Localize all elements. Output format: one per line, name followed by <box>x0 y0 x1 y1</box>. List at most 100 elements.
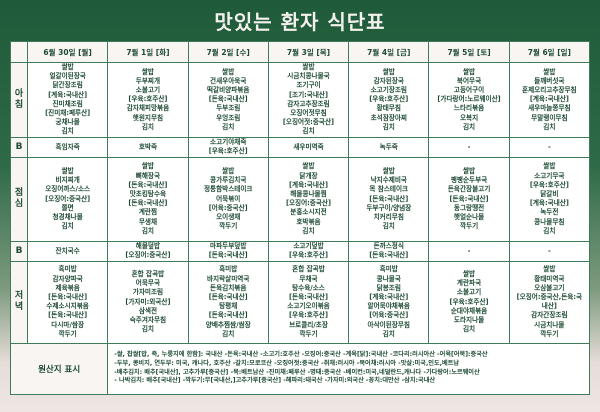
menu-item: 목 참스테이크 <box>369 185 409 194</box>
menu-cell: 쌀밥 낙지수제비국 목 참스테이크 [돈육:국내산] 두부구이/양념장 치커리무침 김치 <box>348 156 430 242</box>
menu-item: 김치 <box>382 122 395 131</box>
menu-item: 쌀밥 <box>462 67 476 76</box>
menu-item: 청경채나물 <box>52 212 83 221</box>
meal-label-char: 점 <box>14 188 24 199</box>
menu-item: [우육:호주산] <box>449 297 489 306</box>
menu-item: [오징어:중국산] <box>45 194 91 203</box>
menu-item: 떡갈비양파볶음 <box>206 86 250 94</box>
menu-item: 김치 <box>141 325 154 334</box>
meal-label-char: B <box>15 245 23 256</box>
menu-item: 김치 <box>302 226 315 235</box>
menu-cell: 소고기야채죽 [우육:호주산] <box>187 136 269 158</box>
menu-item: 햇원지무침 <box>132 113 164 122</box>
menu-item: 콩가루김치국 <box>210 176 247 185</box>
menu-item: 김치 <box>462 122 476 131</box>
menu-item: 시금치나물 <box>534 320 565 329</box>
menu-item: 흑미밥 <box>219 265 238 274</box>
menu-cell: 쌀밥 계란파국 소불고기 [우육:호주산] 순대야채볶음 도라지나물 김치 <box>428 260 510 344</box>
menu-item: 쌀밥 <box>141 162 154 171</box>
menu-item: 깍두기 <box>219 222 238 231</box>
menu-item: 진미채조림 <box>52 99 83 108</box>
menu-cell: 흑미밥 감자양파국 제육볶음 [돈육:국내산] 수제소시지볶음 [돈육:국내산] 다시마/쌈… <box>26 260 109 344</box>
menu-item: 어묵무국 <box>135 279 161 288</box>
menu-item: 무생채 <box>138 217 158 226</box>
menu-item: 호박죽 <box>138 142 158 151</box>
dinner-row: 저 녁 흑미밥 감자양파국 제육볶음 [돈육:국내산] 수제소시지볶음 [돈육:국내산] 다시마… <box>10 260 591 344</box>
menu-cell: 쌀밥 닭개장 [계육:국내산] 해물콩나물찜 [오징어:중국산] 분홍소시지전 호박볶음 김치 <box>267 156 350 242</box>
menu-item: [계육:국내산] <box>529 199 569 208</box>
menu-item: 궁채나물 <box>55 118 80 127</box>
menu-item: 감자채피망볶음 <box>126 104 170 113</box>
menu-item: 햇얼순나물 <box>453 212 485 221</box>
menu-item: 낙지수제비국 <box>370 176 407 185</box>
menu-item: 소고기장조림 <box>370 86 407 94</box>
menu-cell: 돈까스정식 [돈육:국내산] <box>348 240 430 262</box>
menu-cell: - <box>508 136 591 158</box>
menu-item: 쌀밥 <box>543 67 556 76</box>
menu-item: 오징어젓무침 <box>290 109 327 118</box>
menu-item: 황태미역국 <box>534 274 565 283</box>
menu-item: 소고기덮밥 <box>293 241 324 250</box>
day-header: 7월 6일 [일] <box>508 41 591 63</box>
origin-text: -쌀, 찹쌀[밥, 죽, 누룽지에 한함]: 국내산 -돈육:국내산 -소고기:… <box>107 342 590 395</box>
menu-item: 느타리볶음 <box>453 104 485 113</box>
menu-item: 녹두죽 <box>379 142 398 151</box>
menu-item: 맛초킹탕수육 <box>129 189 167 198</box>
menu-cell: 호박죽 <box>107 136 189 158</box>
menu-item: 쌀밥 <box>222 67 235 76</box>
menu-item: - <box>467 142 471 151</box>
menu-item: 알어묵야채볶음 <box>367 302 410 311</box>
day-header: 6월 30일 [월] <box>26 41 109 63</box>
menu-cell: 쌀밥 얼갈이된장국 닭간장조림 [계육:국내산] 진미채조림 [진미채:페루산] 궁채나물 김… <box>26 62 109 138</box>
menu-item: 무채국 <box>299 274 318 283</box>
menu-item: 오징어까스/소스 <box>45 185 91 194</box>
menu-item: 들깨버섯국 <box>534 76 565 85</box>
menu-item: 쌀밥 <box>61 63 74 71</box>
menu-item: 깍두기 <box>58 329 77 338</box>
menu-item: 혼합 잡곡밥 <box>292 265 325 274</box>
menu-item: 계란파국 <box>456 279 482 288</box>
menu-item: 수제소시지볶음 <box>46 302 89 311</box>
menu-item: - <box>467 246 471 255</box>
menu-item: 쌀밥 <box>382 166 395 175</box>
menu-item: 가자미조림 <box>132 288 164 297</box>
origin-label: 원산지 표시 <box>9 342 109 395</box>
menu-item: 김치 <box>382 329 395 338</box>
menu-item: 감자양파국 <box>52 274 83 283</box>
menu-cell: 쌀밥 팽팽순두부국 돈육간장불고기 [돈육:국내산] 동그랑땡전 햇얼순나물 깍두기 <box>428 156 510 242</box>
menu-cell: 혼합 잡곡밥 무채국 탕수육/소스 [돈육:국내산] 소고기오이볶음 [우육:호주산] 브로… <box>267 260 350 344</box>
menu-item: [돈육:국내산] <box>48 292 88 301</box>
menu-cell: 혼합 잡곡밥 어묵무국 가자미조림 [가자미:외국산] 삼색전 숙주겨자무침 김치 <box>107 260 189 344</box>
menu-item: [돈육:국내산] <box>369 194 409 203</box>
day-header: 7월 4일 [금] <box>348 41 430 63</box>
menu-item: 녹두전 <box>540 208 559 217</box>
menu-cell: - <box>428 240 510 262</box>
menu-item: 뼈해장국 <box>135 171 161 180</box>
menu-item: - <box>547 142 551 151</box>
menu-item: 깍두기 <box>540 329 559 338</box>
menu-item: [돈육:국내산] <box>449 194 489 203</box>
menu-item: 닭간장조림 <box>52 81 83 90</box>
menu-item: [돈육:국내산] <box>288 292 328 301</box>
menu-cell: 흑임자죽 <box>26 136 109 158</box>
menu-cell: 흑미밥 콩나물국 닭봉조림 [계육:국내산] 알어묵야채볶음 [어육:중국산] 아삭이된장무… <box>348 260 430 344</box>
menu-item: 감자간장조림 <box>531 311 568 320</box>
day-header: 7월 5일 [토] <box>428 41 510 63</box>
menu-item: 바지락살미역국 <box>206 274 250 283</box>
menu-item: [조기:국내산] <box>288 90 328 99</box>
origin-row: 원산지 표시 -쌀, 찹쌀[밥, 죽, 누룽지에 한함]: 국내산 -돈육:국내… <box>9 342 590 395</box>
menu-item: [계육:국내산] <box>529 95 569 104</box>
menu-item: [가자미:외국산] <box>125 297 171 306</box>
menu-item: [우육:호주산] <box>369 95 409 104</box>
menu-item: 새우마늘쫑무침 <box>528 104 571 113</box>
menu-item: 다시마/쌈장 <box>51 320 85 329</box>
menu-cell: 흑미밥 바지락살미역국 돈육김치볶음 [돈육:국내산] 탕평채 [돈육:국내산] 양배추찜쌈… <box>187 260 269 344</box>
menu-cell: 쌀밥 감자된장국 소고기장조림 [우육:호주산] 황태무침 초석잠장아찌 김치 <box>348 62 430 138</box>
menu-item: [우육:호주산] <box>288 311 328 320</box>
menu-item: 소불고기 <box>135 86 161 94</box>
meal-label: B <box>10 240 28 262</box>
menu-cell: 쌀밥 북어무국 고등어구이 [가다랑어:노르웨이산] 느타리볶음 오복지 김치 <box>428 62 510 138</box>
menu-cell: 쌀밥 두부찌개 소불고기 [우육:호주산] 감자채피망볶음 햇원지무침 김치 <box>107 62 189 138</box>
menu-cell: 쌀밥 소고기무국 [우육:호주산] 닭갈비 [계육:국내산] 녹두전 콩나물무침 김치 <box>508 156 591 242</box>
